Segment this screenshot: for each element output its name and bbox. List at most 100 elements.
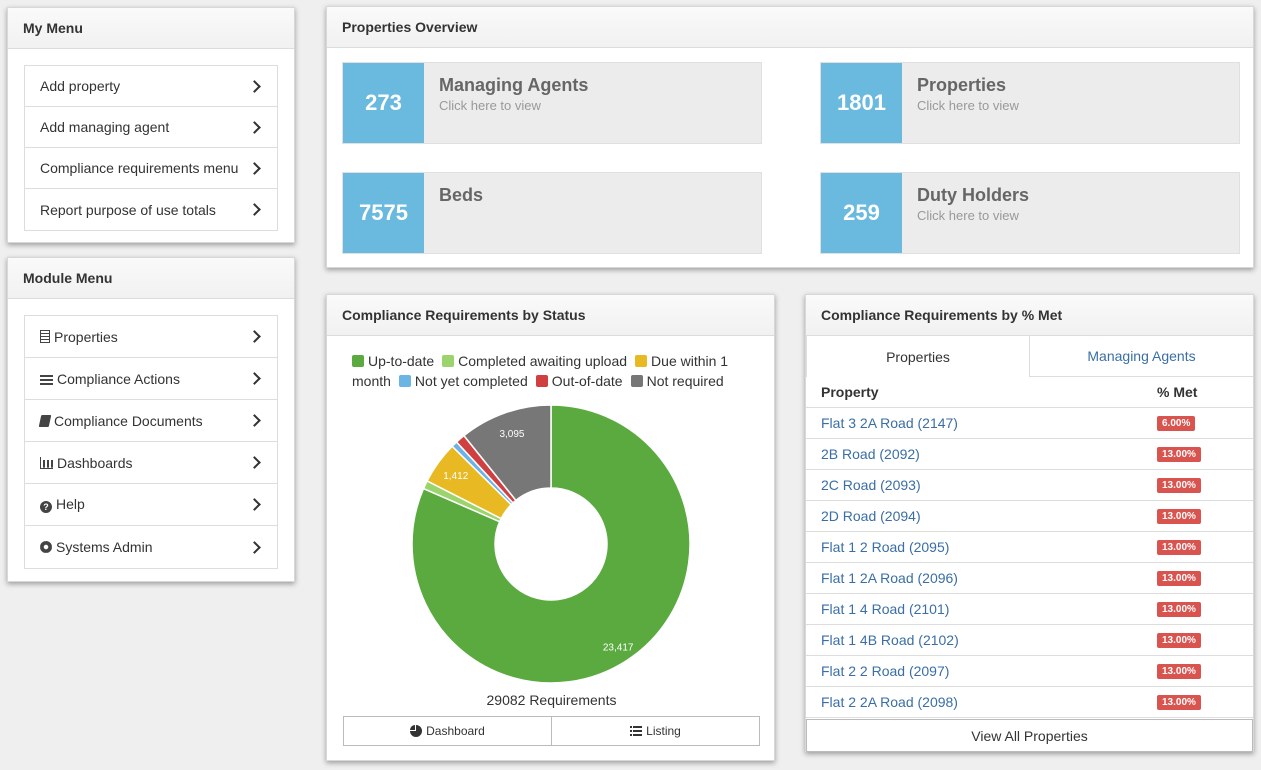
module-item-systems-admin[interactable]: Systems Admin (25, 526, 277, 568)
building-icon (40, 329, 50, 343)
legend-item[interactable]: Out-of-date (535, 373, 623, 389)
legend-item[interactable]: Not required (630, 373, 724, 389)
legend-swatch (535, 375, 548, 387)
property-link[interactable]: 2D Road (2094) (821, 508, 921, 524)
legend-item[interactable]: Up-to-date (352, 353, 434, 369)
tile-title: Duty Holders (917, 185, 1030, 205)
chart-legend: Up-to-date Completed awaiting upload Due w… (352, 351, 762, 391)
property-link[interactable]: Flat 2 2A Road (2098) (821, 694, 958, 710)
menu-item-report-purpose[interactable]: Report purpose of use totals (25, 189, 277, 230)
tab-managing-agents[interactable]: Managing Agents (1030, 335, 1253, 377)
percent-met-badge: 13.00% (1157, 602, 1201, 617)
gear-icon (40, 541, 52, 553)
property-link[interactable]: Flat 2 2 Road (2097) (821, 663, 950, 679)
legend-label: Up-to-date (368, 353, 435, 369)
dashboard-button-label: Dashboard (426, 724, 485, 738)
chevron-right-icon (248, 120, 261, 134)
menu-item-add-managing-agent[interactable]: Add managing agent (25, 107, 277, 148)
percent-met-badge: 13.00% (1157, 447, 1201, 462)
legend-label: Not required (646, 373, 724, 389)
table-row: Flat 3 2A Road (2147) 6.00% (806, 408, 1253, 439)
percent-met-badge: 13.00% (1157, 478, 1201, 493)
chevron-right-icon (248, 161, 261, 175)
property-link[interactable]: Flat 1 4 Road (2101) (821, 601, 950, 617)
property-link[interactable]: 2B Road (2092) (821, 446, 920, 462)
view-all-properties-button[interactable]: View All Properties (806, 719, 1253, 752)
chevron-right-icon (248, 203, 261, 216)
donut-data-label: 23,417 (603, 642, 634, 653)
module-item-label: Help (56, 496, 85, 512)
compliance-met-panel: Compliance Requirements by % Met Propert… (805, 294, 1254, 752)
status-donut-chart: 23,417 1,412 3,095 (411, 404, 691, 684)
module-item-dashboards[interactable]: Dashboards (25, 442, 277, 484)
book-icon (38, 414, 52, 427)
percent-met-badge: 6.00% (1157, 416, 1196, 431)
legend-item[interactable]: Completed awaiting upload (442, 353, 627, 369)
percent-met-badge: 13.00% (1157, 571, 1201, 586)
module-item-label: Compliance Actions (57, 370, 180, 387)
legend-label: Completed awaiting upload (458, 353, 628, 369)
module-menu-list: Properties Compliance Actions Compliance… (24, 315, 278, 569)
menu-item-label: Add managing agent (40, 119, 170, 135)
menu-item-add-property[interactable]: Add property (25, 66, 277, 107)
module-item-label: Systems Admin (56, 539, 153, 555)
view-all-label: View All Properties (971, 727, 1088, 744)
property-link[interactable]: Flat 1 4B Road (2102) (821, 632, 959, 648)
legend-swatch (635, 355, 648, 367)
module-item-compliance-actions[interactable]: Compliance Actions (25, 358, 277, 400)
chevron-right-icon (248, 414, 261, 427)
legend-item[interactable]: Due within 1 month (352, 353, 728, 389)
tile-number: 7575 (343, 173, 424, 253)
chevron-right-icon (248, 498, 261, 511)
tile-managing-agents[interactable]: 273 Managing Agents Click here to view (342, 62, 762, 144)
dashboard-button[interactable]: Dashboard (343, 716, 552, 746)
menu-item-compliance-requirements[interactable]: Compliance requirements menu (25, 148, 277, 189)
tile-duty-holders[interactable]: 259 Duty Holders Click here to view (820, 172, 1240, 254)
chevron-right-icon (248, 79, 261, 93)
compliance-status-panel: Compliance Requirements by Status Up-to-… (326, 294, 775, 761)
legend-label: Out-of-date (551, 373, 623, 389)
property-link[interactable]: Flat 1 2 Road (2095) (821, 539, 950, 555)
module-item-label: Properties (54, 328, 118, 345)
menu-item-label: Add property (40, 78, 121, 94)
table-header: Property % Met (806, 377, 1253, 408)
list-icon (630, 726, 643, 736)
met-tabs: Properties Managing Agents (806, 335, 1253, 377)
chevron-right-icon (248, 372, 261, 385)
donut-data-label: 1,412 (443, 471, 468, 482)
tile-title: Properties (917, 75, 1007, 95)
listing-button[interactable]: Listing (551, 716, 760, 746)
tile-properties[interactable]: 1801 Properties Click here to view (820, 62, 1240, 144)
module-item-help[interactable]: ? Help (25, 484, 277, 526)
met-panel-title: Compliance Requirements by % Met (806, 295, 1253, 336)
property-link[interactable]: 2C Road (2093) (821, 477, 921, 493)
module-menu-panel: Module Menu Properties Compliance Action… (7, 257, 295, 582)
percent-met-badge: 13.00% (1157, 664, 1201, 679)
chevron-right-icon (248, 540, 261, 554)
table-row: Flat 2 2 Road (2097) 13.00% (806, 656, 1253, 687)
percent-met-badge: 13.00% (1157, 509, 1201, 524)
table-row: Flat 1 4B Road (2102) 13.00% (806, 625, 1253, 656)
module-item-compliance-documents[interactable]: Compliance Documents (25, 400, 277, 442)
module-item-label: Dashboards (57, 454, 133, 471)
overview-title: Properties Overview (327, 7, 1253, 48)
percent-met-badge: 13.00% (1157, 695, 1201, 710)
property-link[interactable]: Flat 3 2A Road (2147) (821, 415, 958, 431)
legend-label: Due within 1 month (352, 353, 729, 389)
property-link[interactable]: Flat 1 2A Road (2096) (821, 570, 958, 586)
donut-slice[interactable] (462, 404, 552, 502)
donut-slice[interactable] (411, 404, 691, 684)
legend-item[interactable]: Not yet completed (398, 373, 528, 389)
menu-item-label: Report purpose of use totals (40, 201, 216, 218)
menu-item-label: Compliance requirements menu (40, 160, 239, 176)
tile-number: 273 (343, 63, 424, 143)
legend-swatch (630, 375, 643, 387)
table-row: 2B Road (2092) 13.00% (806, 439, 1253, 470)
bar-chart-icon (40, 456, 53, 469)
legend-swatch (442, 355, 455, 367)
tab-properties[interactable]: Properties (806, 335, 1030, 377)
my-menu-panel: My Menu Add property Add managing agent … (7, 7, 295, 243)
table-row: Flat 1 2A Road (2096) 13.00% (806, 563, 1253, 594)
module-item-properties[interactable]: Properties (25, 316, 277, 358)
tile-beds[interactable]: 7575 Beds (342, 172, 762, 254)
